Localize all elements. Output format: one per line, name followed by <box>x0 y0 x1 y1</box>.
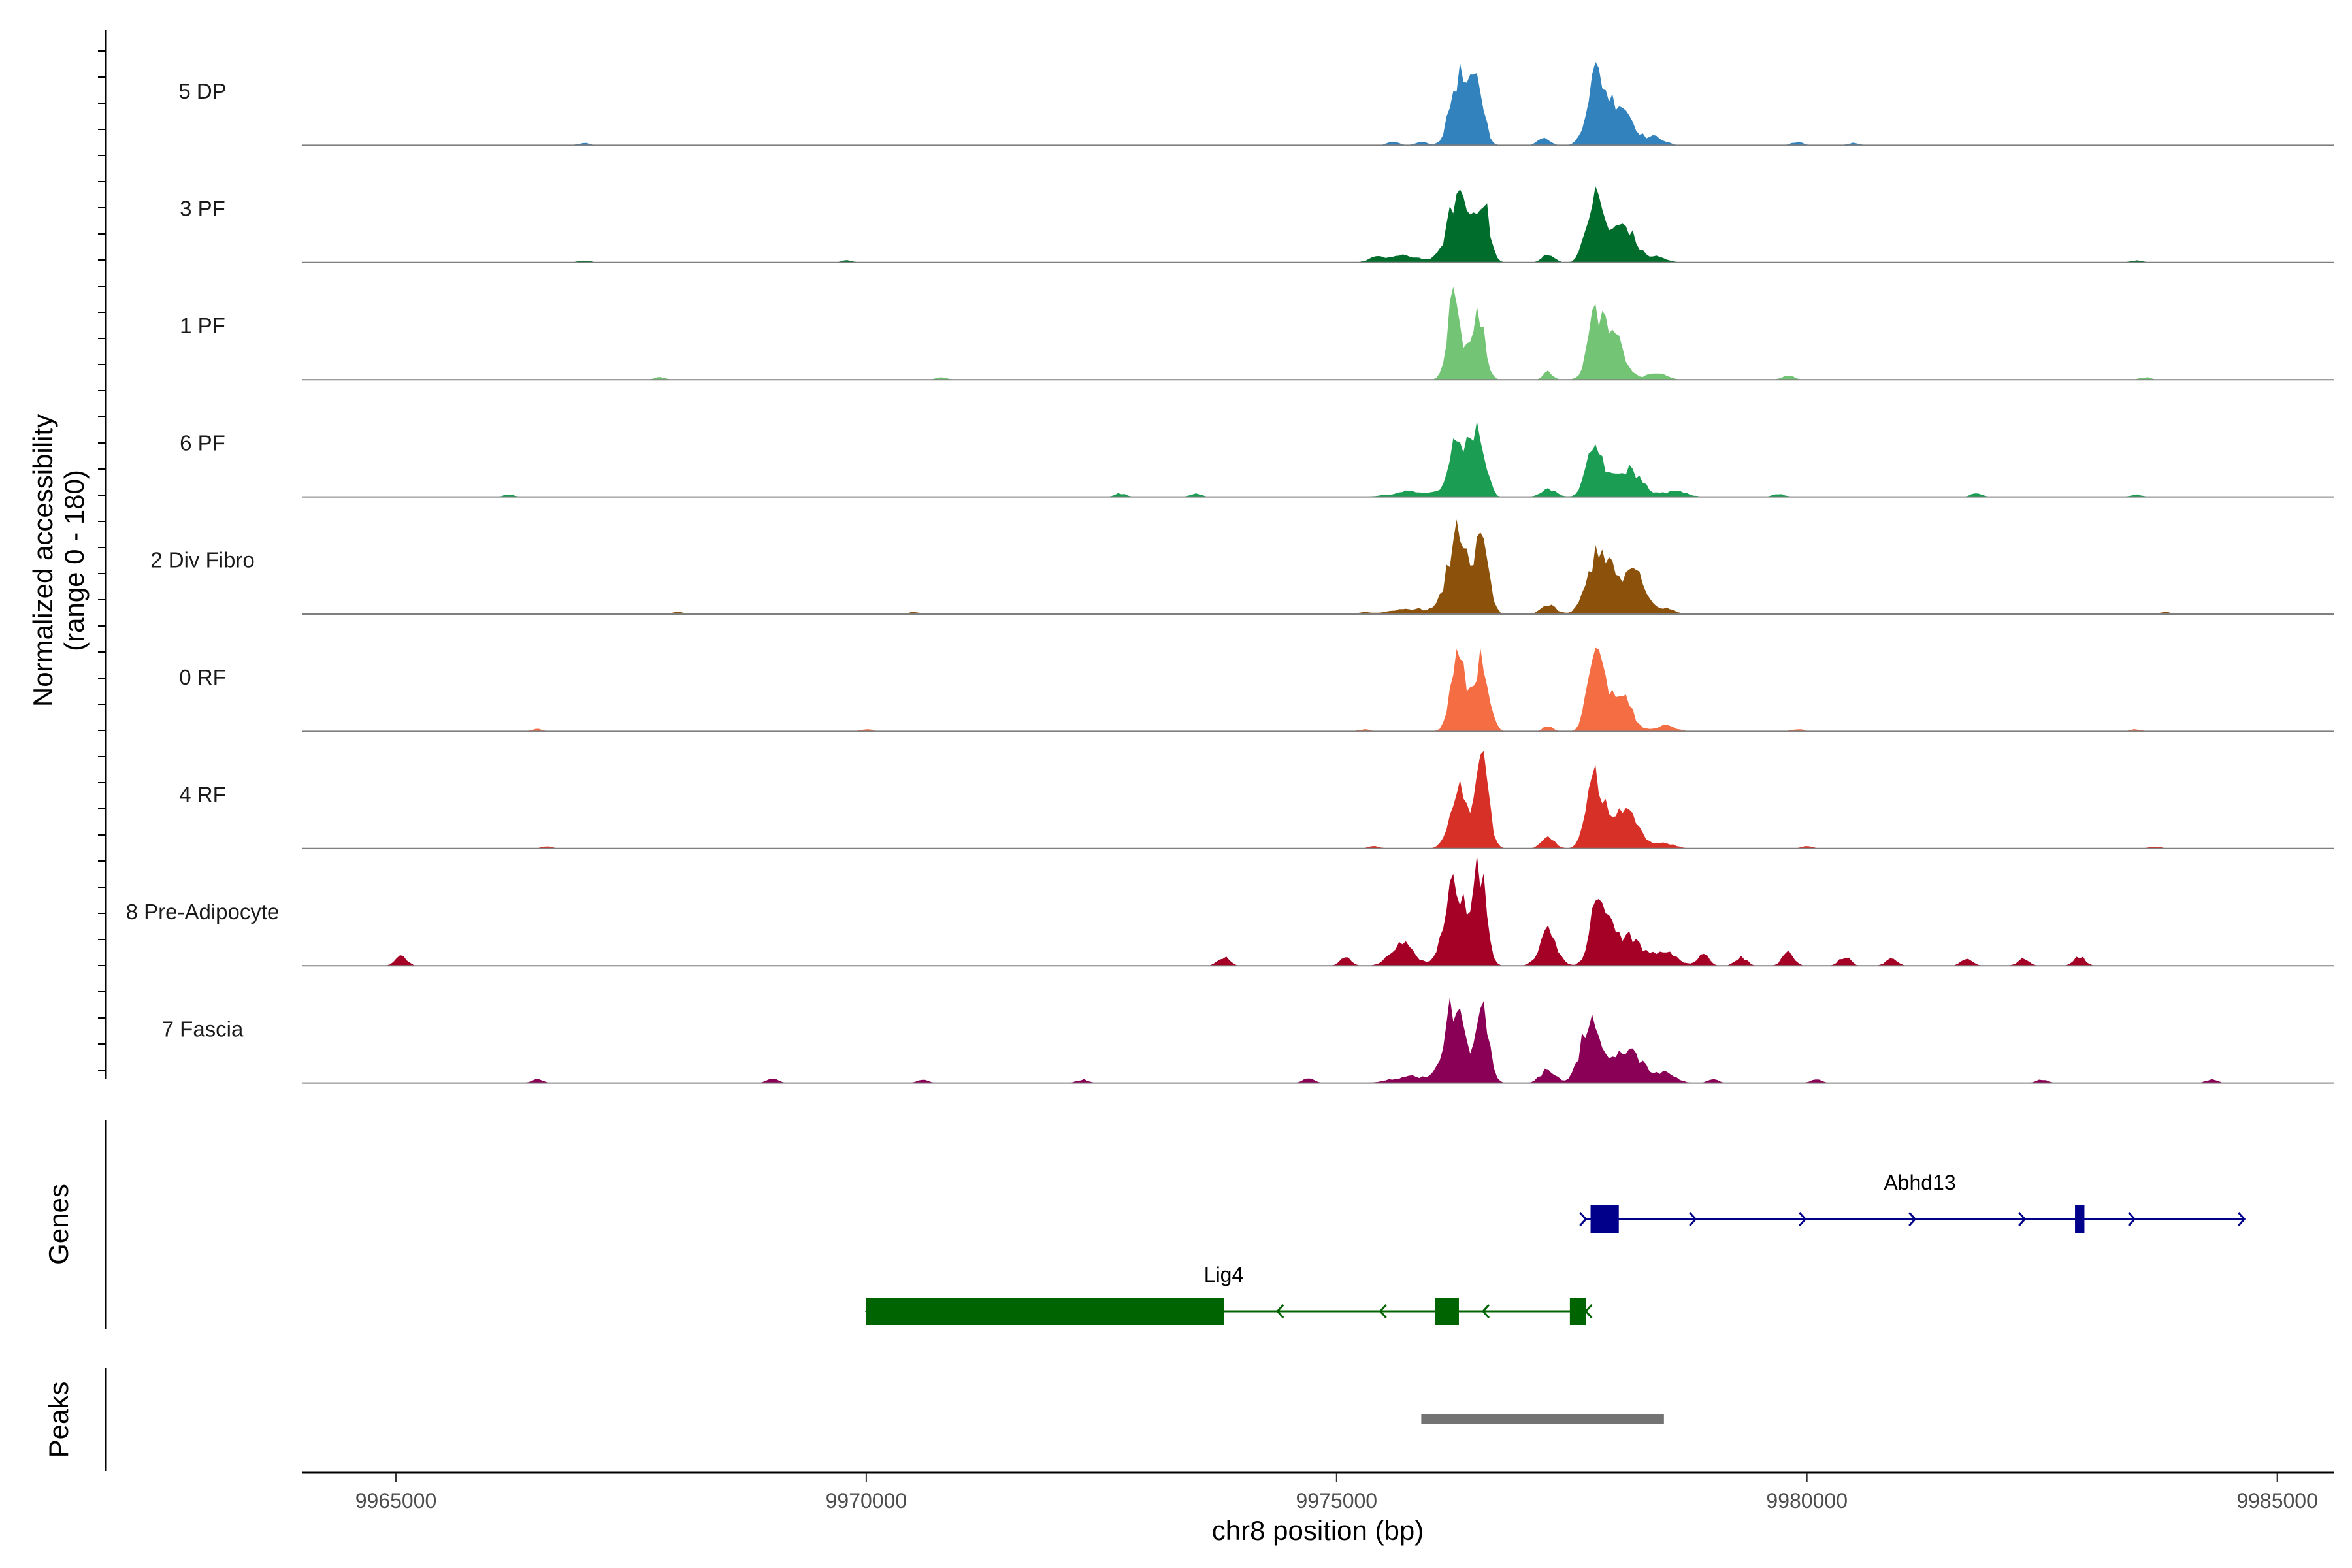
track-label: 7 Fascia <box>162 1017 244 1041</box>
track-label: 6 PF <box>180 431 225 455</box>
gene-name-label: Abhd13 <box>1884 1171 1955 1194</box>
x-axis-title: chr8 position (bp) <box>1212 1515 1424 1546</box>
gene-exon <box>1569 1298 1586 1325</box>
track-label: 8 Pre-Adipocyte <box>126 900 280 924</box>
track-2-div-fibro: 2 Div Fibro <box>150 519 2334 615</box>
gene-exon <box>866 1298 1224 1325</box>
strand-arrow-icon <box>1799 1211 1807 1227</box>
strand-arrow-icon <box>1689 1211 1697 1227</box>
track-3-pf: 3 PF <box>180 186 2334 263</box>
strand-arrow-icon <box>2238 1211 2246 1227</box>
strand-arrow-icon <box>1481 1303 1490 1319</box>
strand-arrow-icon <box>1379 1303 1387 1319</box>
y-axis-range: (range 0 - 180) <box>59 470 90 651</box>
peaks-axis-title: Peaks <box>43 1382 74 1458</box>
gene-exon <box>1435 1298 1459 1325</box>
x-tick-label: 9975000 <box>1296 1489 1378 1512</box>
track-6-pf: 6 PF <box>180 421 2334 498</box>
track-7-fascia: 7 Fascia <box>162 996 2334 1084</box>
x-axis-ticks: 9965000 9970000 9975000 9980000 9985000 <box>355 1473 2318 1512</box>
genes-axis-title: Genes <box>43 1184 74 1265</box>
y-axis-title: Normalized accessibility <box>27 414 58 707</box>
track-label: 5 DP <box>178 79 226 103</box>
gene-lig4: Lig4 <box>864 1263 1593 1325</box>
strand-arrow-icon <box>1584 1303 1593 1319</box>
track-4-rf: 4 RF <box>179 751 2334 849</box>
x-tick-label: 9965000 <box>355 1489 437 1512</box>
gene-exon <box>1590 1205 1619 1233</box>
strand-arrow-icon <box>1276 1303 1284 1319</box>
track-8-pre-adipocyte: 8 Pre-Adipocyte <box>126 855 2334 967</box>
strand-arrow-icon <box>2128 1211 2136 1227</box>
x-tick-label: 9985000 <box>2236 1489 2318 1512</box>
peak-region-bar <box>1421 1414 1664 1424</box>
track-5-dp: 5 DP <box>178 61 2334 146</box>
strand-arrow-icon <box>2018 1211 2027 1227</box>
track-label: 2 Div Fibro <box>150 548 255 572</box>
strand-arrow-icon <box>1908 1211 1917 1227</box>
coverage-tracks: 5 DP 3 PF 1 PF 6 PF 2 Div Fibro 0 RF 4 RF 8 Pre… <box>126 61 2334 1084</box>
gene-name-label: Lig4 <box>1204 1263 1244 1286</box>
gene-abhd13: Abhd13 <box>1579 1171 2246 1233</box>
accessibility-axis-ticks <box>98 50 106 1071</box>
x-tick-label: 9970000 <box>826 1489 907 1512</box>
gene-exon <box>2075 1205 2085 1233</box>
track-label: 0 RF <box>179 665 226 689</box>
track-0-rf: 0 RF <box>179 647 2334 732</box>
track-label: 4 RF <box>179 783 226 807</box>
gene-models: Abhd13 Lig4 <box>864 1171 2246 1325</box>
peak-regions <box>1421 1414 1664 1424</box>
track-label: 3 PF <box>180 197 225 221</box>
track-1-pf: 1 PF <box>180 287 2334 381</box>
x-tick-label: 9980000 <box>1766 1489 1848 1512</box>
track-label: 1 PF <box>180 314 225 338</box>
strand-arrow-icon <box>1579 1211 1588 1227</box>
